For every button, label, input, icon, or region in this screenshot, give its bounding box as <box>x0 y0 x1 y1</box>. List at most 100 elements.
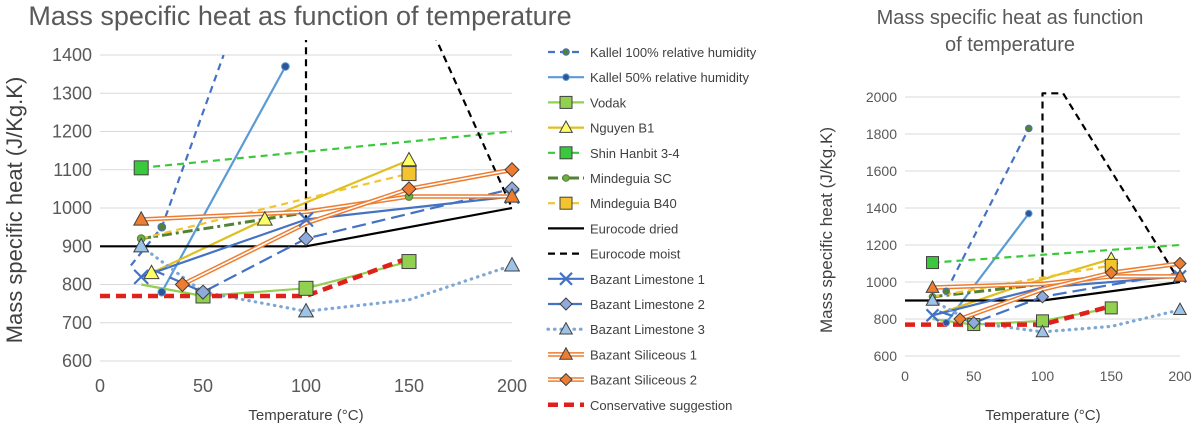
right-chart-x-ticks: 0 50 100 150 200 <box>901 368 1192 384</box>
left-chart-y-tick-label: 1300 <box>52 83 92 103</box>
left-chart-series-vodak-point <box>298 280 314 296</box>
legend-item-kallel-100-relative-humidity: Kallel 100% relative humidity <box>548 45 757 60</box>
right-chart-series-bazant-limestone-2-point <box>1035 290 1050 304</box>
legend-label: Vodak <box>590 95 627 110</box>
right-chart-ylabel: Mass specific heat (J/Kg.K) <box>817 127 836 333</box>
legend-label: Bazant Limestone 1 <box>590 272 705 287</box>
right-chart-title-line1: Mass specific heat as function <box>877 7 1144 29</box>
legend-item-mindeguia-sc: Mindeguia SC <box>548 171 672 186</box>
left-chart-xlabel: Temperature (°C) <box>248 407 363 424</box>
left-chart-series-bazant-siliceous-2-point <box>174 276 191 293</box>
left-chart-y-tick-label: 1000 <box>52 198 92 218</box>
right-chart-x-tick-label: 0 <box>901 368 909 384</box>
right-chart-series-shin-hanbit-3-4-point <box>926 256 939 270</box>
right-chart-x-tick-label: 200 <box>1168 368 1192 384</box>
legend-vodak-marker <box>559 95 573 109</box>
legend-item-bazant-siliceous-1: Bazant Siliceous 1 <box>548 346 697 362</box>
legend-item-bazant-limestone-1: Bazant Limestone 1 <box>548 272 705 287</box>
right-chart-y-tick-label: 800 <box>874 311 898 327</box>
left-chart-series-bazant-limestone-3-point <box>133 237 150 253</box>
left-chart-y-tick-label: 700 <box>62 313 92 333</box>
left-chart-plot-area <box>100 40 514 313</box>
right-chart-gridlines <box>905 96 1180 357</box>
left-chart-x-tick-label: 200 <box>497 376 527 396</box>
right-chart-series-bazant-limestone-2-point <box>967 315 981 330</box>
legend-label: Kallel 50% relative humidity <box>590 70 749 85</box>
left-chart-series-kallel-50-relative-humidity-line <box>160 65 287 293</box>
left-chart-x-tick-label: 150 <box>394 376 424 396</box>
legend-item-vodak: Vodak <box>548 95 627 110</box>
right-chart-y-tick-label: 2000 <box>866 89 897 105</box>
left-chart-series-bazant-limestone-3-point <box>297 302 315 318</box>
left-chart-series-bazant-siliceous-2-point <box>504 162 520 178</box>
right-chart-y-tick-label: 1600 <box>866 163 897 179</box>
legend-item-nguyen-b1: Nguyen B1 <box>548 119 654 136</box>
legend-bazant-siliceous-2-marker <box>559 372 573 387</box>
legend-mindeguia-b40-marker <box>559 196 573 210</box>
left-chart-series-bazant-siliceous-1-point <box>133 210 150 226</box>
right-chart-series-bazant-limestone-2-line <box>939 271 1181 324</box>
right-chart-xlabel: Temperature (°C) <box>985 407 1100 424</box>
legend-kallel-50-relative-humidity-marker <box>562 73 570 81</box>
left-chart-series-nguyen-b1-point <box>143 264 160 280</box>
left-chart-series-bazant-limestone-3-point <box>503 256 521 272</box>
right-chart-series-bazant-siliceous-2-point <box>1104 266 1118 280</box>
legend-bazant-limestone-3-marker <box>558 321 574 335</box>
legend: Kallel 100% relative humidity Kallel 50% … <box>546 45 757 413</box>
right-chart-y-tick-label: 1800 <box>866 126 897 142</box>
right-chart-plot-area <box>905 92 1182 334</box>
legend-label: Bazant Limestone 2 <box>590 297 705 312</box>
legend-nguyen-b1-marker <box>558 119 574 133</box>
right-chart-x-tick-label: 150 <box>1100 368 1124 384</box>
legend-label: Kallel 100% relative humidity <box>590 45 757 60</box>
legend-label: Mindeguia SC <box>590 171 672 186</box>
right-chart-series-bazant-siliceous-1-point <box>1172 268 1188 282</box>
left-chart-y-tick-label: 1200 <box>52 122 92 142</box>
left-chart-series-bazant-limestone-1-point <box>298 211 314 228</box>
left-chart-title: Mass specific heat as function of temper… <box>28 1 571 31</box>
right-chart-series-bazant-siliceous-2-line-inner <box>959 262 1181 320</box>
left-chart-markers <box>133 62 521 318</box>
left-chart-series-mindeguia-b40-line <box>140 172 410 240</box>
right-chart-series-shin-hanbit-3-4-line <box>932 243 1181 264</box>
left-chart-x-ticks: 0 50 100 150 200 <box>95 376 527 396</box>
left-chart-series-conservative-suggestion-line <box>100 255 410 299</box>
legend-item-shin-hanbit-3-4: Shin Hanbit 3-4 <box>548 146 680 161</box>
legend-label: Eurocode dried <box>590 221 678 236</box>
legend-label: Bazant Siliceous 2 <box>590 373 697 388</box>
right-chart: Mass specific heat as function of temper… <box>817 7 1192 424</box>
left-chart-series-bazant-limestone-2-point <box>195 284 211 300</box>
legend-item-bazant-limestone-3: Bazant Limestone 3 <box>546 321 705 337</box>
legend-label: Bazant Siliceous 1 <box>590 347 697 362</box>
legend-bazant-limestone-2-marker <box>559 297 573 311</box>
left-chart-x-tick-label: 0 <box>95 376 105 396</box>
legend-item-bazant-siliceous-2: Bazant Siliceous 2 <box>548 373 697 388</box>
left-chart-series-bazant-limestone-2-line <box>151 187 513 294</box>
left-chart-series-shin-hanbit-3-4-line <box>141 130 513 169</box>
legend-item-eurocode-moist: Eurocode moist <box>548 247 681 262</box>
legend-bazant-limestone-1-marker <box>559 272 573 286</box>
legend-item-mindeguia-b40: Mindeguia B40 <box>548 196 677 211</box>
right-chart-series-bazant-limestone-3-point <box>1172 302 1188 316</box>
right-chart-series-nguyen-b1-line <box>939 257 1112 315</box>
right-chart-series-bazant-limestone-3-point <box>925 292 940 306</box>
legend-kallel-100-relative-humidity-marker <box>562 48 570 56</box>
right-chart-x-tick-label: 100 <box>1031 368 1055 384</box>
right-chart-series-kallel-100-relative-humidity-point <box>942 287 951 296</box>
right-chart-series-kallel-100-relative-humidity-line <box>945 128 1030 292</box>
legend-label: Bazant Limestone 3 <box>590 322 705 337</box>
right-chart-series-bazant-siliceous-1-point <box>925 279 940 293</box>
legend-label: Eurocode moist <box>590 247 681 262</box>
left-chart-y-tick-label: 600 <box>62 351 92 371</box>
left-chart-y-ticks: 600 700 800 900 1000 1100 1200 1300 1400 <box>52 45 92 371</box>
legend-item-eurocode-dried: Eurocode dried <box>548 221 678 236</box>
right-chart-y-tick-label: 1000 <box>866 274 897 290</box>
left-chart-y-tick-label: 1100 <box>53 160 92 180</box>
left-chart-series-nguyen-b1-point <box>256 210 273 226</box>
legend-bazant-siliceous-1-marker <box>558 346 574 360</box>
legend-item-kallel-50-relative-humidity: Kallel 50% relative humidity <box>548 70 749 85</box>
right-chart-series-kallel-50-relative-humidity-line <box>945 212 1030 324</box>
right-chart-series-bazant-siliceous-2-point <box>953 312 967 326</box>
left-chart-y-tick-label: 800 <box>62 275 92 295</box>
